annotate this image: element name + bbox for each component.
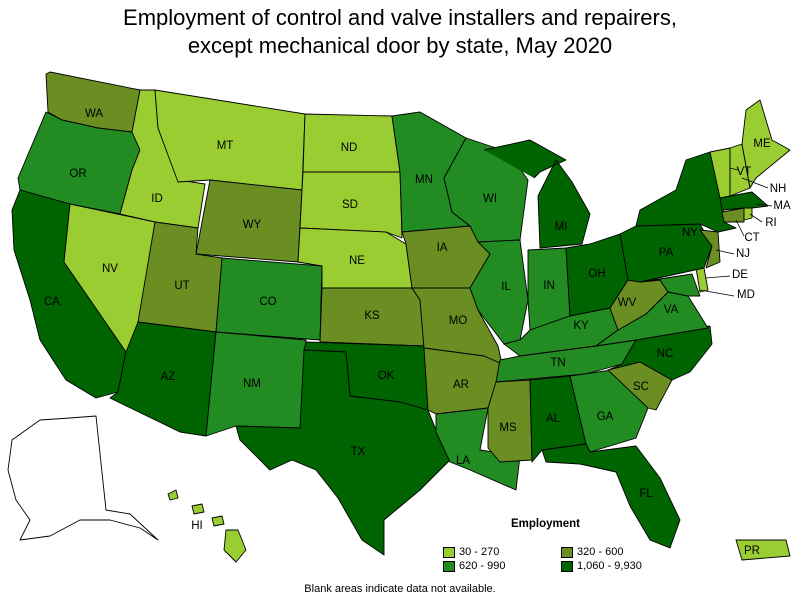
legend: Employment 30 - 270 320 - 600 620 - 990 … xyxy=(443,518,693,572)
label-OR: OR xyxy=(69,168,86,180)
label-AL: AL xyxy=(546,413,561,425)
label-WV: WV xyxy=(618,297,637,309)
label-NH: NH xyxy=(770,183,787,195)
state-CT[interactable] xyxy=(721,207,745,223)
label-TN: TN xyxy=(550,357,565,369)
state-LA[interactable] xyxy=(435,407,521,491)
legend-label-2: 320 - 600 xyxy=(577,546,624,558)
state-MS[interactable] xyxy=(487,379,533,463)
legend-label-4: 1,060 - 9,930 xyxy=(577,560,642,572)
label-LA: LA xyxy=(456,455,470,467)
label-MS: MS xyxy=(499,422,517,434)
label-KY: KY xyxy=(573,320,589,332)
label-UT: UT xyxy=(174,280,189,292)
label-VA: VA xyxy=(664,304,679,316)
state-SD[interactable] xyxy=(299,171,403,239)
label-IN: IN xyxy=(543,280,555,292)
label-ND: ND xyxy=(341,142,358,154)
legend-swatch-4 xyxy=(561,560,573,572)
state-MI[interactable] xyxy=(483,139,591,249)
state-FL[interactable] xyxy=(541,443,681,549)
label-IA: IA xyxy=(437,242,448,254)
title-line-2: except mechanical door by state, May 202… xyxy=(187,33,613,58)
label-CA: CA xyxy=(44,296,60,308)
label-ME: ME xyxy=(753,138,771,150)
label-MT: MT xyxy=(217,140,234,152)
label-NJ: NJ xyxy=(736,248,750,260)
label-MA: MA xyxy=(773,200,791,212)
legend-swatch-2 xyxy=(561,546,573,558)
label-DE: DE xyxy=(732,269,748,281)
data-note: Blank areas indicate data not available. xyxy=(304,583,496,595)
state-ME[interactable] xyxy=(741,99,791,189)
state-HI[interactable] xyxy=(167,489,247,563)
legend-swatch-1 xyxy=(443,546,455,558)
state-DE[interactable] xyxy=(695,267,709,293)
state-labels: WA OR CA NV ID MT WY UT AZ CO NM ND SD N… xyxy=(44,108,791,557)
legend-title: Employment xyxy=(511,518,581,530)
state-MD[interactable] xyxy=(639,273,701,297)
leader-lines xyxy=(699,167,773,297)
label-CO: CO xyxy=(259,296,276,308)
label-CT: CT xyxy=(744,232,759,244)
label-NM: NM xyxy=(243,378,261,390)
map-title: Employment of control and valve installe… xyxy=(0,4,800,60)
label-HI: HI xyxy=(191,520,203,532)
state-MA[interactable] xyxy=(719,191,769,211)
state-TX[interactable] xyxy=(235,349,451,556)
label-MI: MI xyxy=(555,221,568,233)
label-NY: NY xyxy=(682,227,698,239)
label-IL: IL xyxy=(501,281,511,293)
label-NC: NC xyxy=(657,348,674,360)
label-MN: MN xyxy=(415,174,433,186)
label-RI: RI xyxy=(765,217,777,229)
label-PR: PR xyxy=(744,545,760,557)
label-WA: WA xyxy=(85,108,103,120)
title-line-1: Employment of control and valve installe… xyxy=(123,5,677,30)
label-WI: WI xyxy=(483,193,497,205)
label-OK: OK xyxy=(378,370,395,382)
label-SC: SC xyxy=(633,381,649,393)
legend-item-2: 320 - 600 xyxy=(561,546,623,558)
state-NJ[interactable] xyxy=(699,229,721,269)
label-TX: TX xyxy=(351,446,366,458)
label-AZ: AZ xyxy=(161,371,176,383)
label-AR: AR xyxy=(453,379,469,391)
label-KS: KS xyxy=(364,310,380,322)
legend-label-1: 30 - 270 xyxy=(459,546,500,558)
label-VT: VT xyxy=(737,166,752,178)
label-OH: OH xyxy=(588,268,605,280)
label-ID: ID xyxy=(151,193,163,205)
legend-label-3: 620 - 990 xyxy=(459,560,506,572)
label-FL: FL xyxy=(639,488,653,500)
legend-item-3: 620 - 990 xyxy=(443,560,505,572)
label-GA: GA xyxy=(597,411,614,423)
state-RI[interactable] xyxy=(743,207,753,221)
state-AK[interactable] xyxy=(7,415,159,541)
label-SD: SD xyxy=(342,199,358,211)
legend-item-4: 1,060 - 9,930 xyxy=(561,560,642,572)
label-NV: NV xyxy=(102,263,118,275)
label-NE: NE xyxy=(349,255,365,267)
legend-swatch-3 xyxy=(443,560,455,572)
label-WY: WY xyxy=(243,219,262,231)
label-MD: MD xyxy=(737,289,755,301)
legend-item-1: 30 - 270 xyxy=(443,546,499,558)
label-PA: PA xyxy=(659,247,674,259)
label-MO: MO xyxy=(449,315,468,327)
state-PR[interactable] xyxy=(735,539,791,561)
